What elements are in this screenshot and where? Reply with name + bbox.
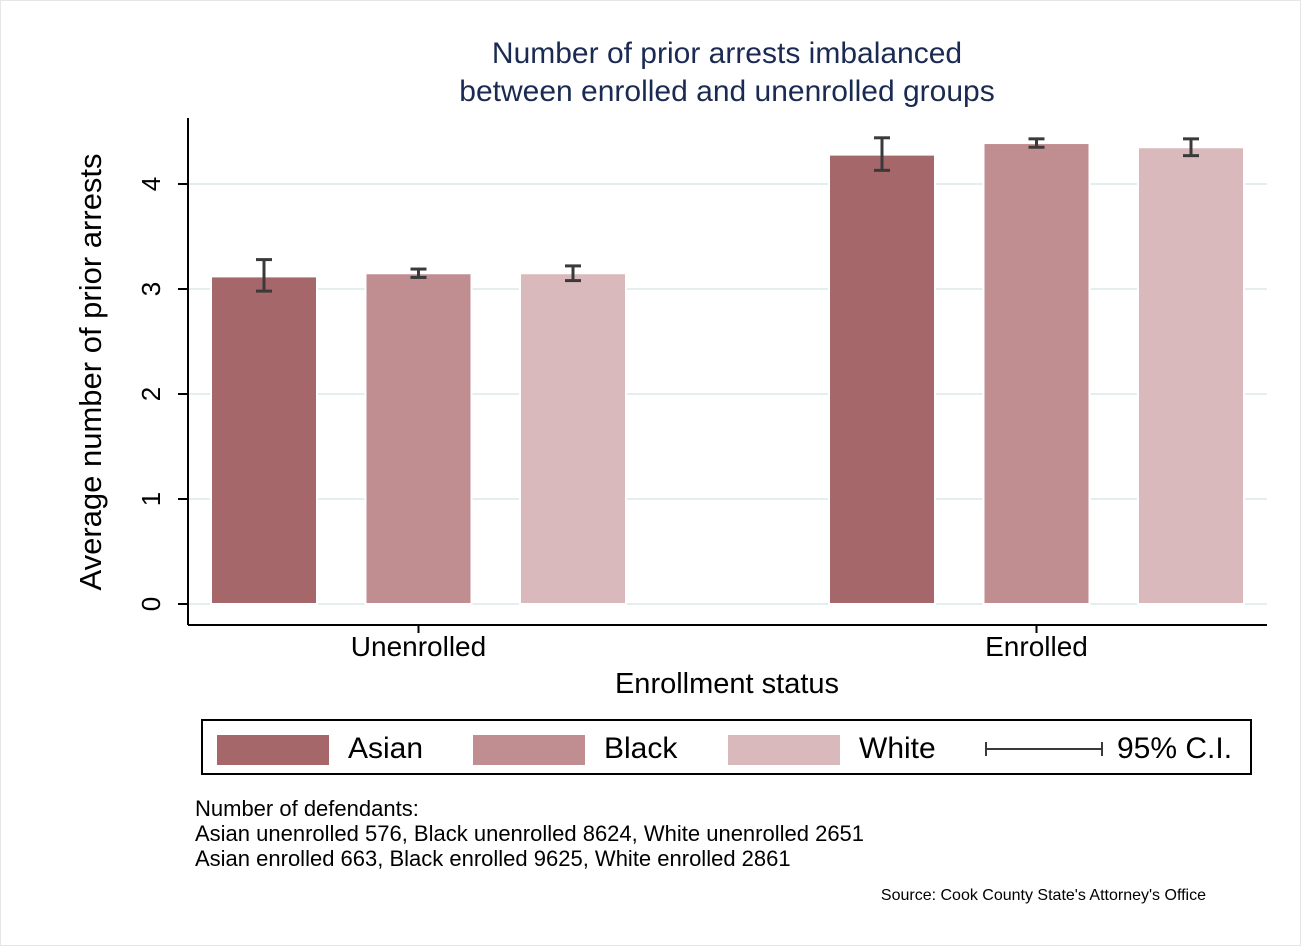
- y-axis-ticks: 0 1 2 3 4: [136, 177, 188, 611]
- y-tick-label-3: 3: [136, 282, 166, 296]
- x-category-enrolled: Enrolled: [985, 631, 1088, 662]
- errorbar-asian-unenrolled: [256, 258, 272, 293]
- y-tick-label-0: 0: [136, 597, 166, 611]
- legend-ci-symbol: [985, 742, 1103, 756]
- legend-swatch-white: [728, 735, 840, 765]
- bar-black-enrolled: [982, 142, 1091, 606]
- bar-asian-enrolled: [828, 153, 936, 605]
- x-axis-categories: Unenrolled Enrolled: [351, 625, 1088, 662]
- chart-title-line-1: Number of prior arrests imbalanced: [491, 37, 963, 70]
- x-axis-label: Enrollment status: [615, 668, 839, 700]
- legend-label-asian: Asian: [348, 732, 424, 765]
- bar-white-unenrolled: [519, 272, 627, 605]
- x-category-unenrolled: Unenrolled: [351, 631, 486, 662]
- errorbar-black-enrolled: [1028, 137, 1045, 149]
- legend: Asian Black White 95% C.I.: [201, 719, 1252, 775]
- chart-title-line-2: between enrolled and unenrolled groups: [459, 75, 995, 108]
- errorbar-white-enrolled: [1183, 137, 1199, 158]
- legend-swatch-asian: [217, 735, 329, 765]
- legend-label-white: White: [859, 732, 936, 765]
- bar-black-unenrolled: [364, 272, 473, 605]
- y-axis-label: Average number of prior arrests: [73, 153, 108, 590]
- errorbar-white-unenrolled: [565, 264, 581, 283]
- error-bars: [256, 136, 1199, 293]
- bar-chart: 0 1 2 3 4 Unenrolled Enrolled Enrollment stat…: [73, 118, 1267, 700]
- errorbar-black-unenrolled: [410, 267, 427, 279]
- y-tick-label-2: 2: [136, 387, 166, 401]
- note-line-unenrolled: Asian unenrolled 576, Black unenrolled 8…: [195, 821, 865, 846]
- note-heading: Number of defendants:: [195, 796, 419, 821]
- legend-label-black: Black: [604, 732, 678, 765]
- y-tick-label-4: 4: [136, 177, 166, 191]
- legend-label-ci: 95% C.I.: [1117, 732, 1233, 765]
- bar-white-enrolled: [1137, 146, 1245, 605]
- source-note: Source: Cook County State's Attorney's O…: [880, 887, 1206, 904]
- legend-swatch-black: [473, 735, 585, 765]
- defendant-counts-note: Number of defendants: Asian unenrolled 5…: [195, 796, 864, 871]
- bars: [210, 142, 1245, 606]
- gridlines: [188, 183, 1267, 605]
- bar-asian-unenrolled: [210, 275, 318, 605]
- note-line-enrolled: Asian enrolled 663, Black enrolled 9625,…: [195, 846, 791, 871]
- errorbar-asian-enrolled: [874, 136, 890, 172]
- y-tick-label-1: 1: [136, 492, 166, 506]
